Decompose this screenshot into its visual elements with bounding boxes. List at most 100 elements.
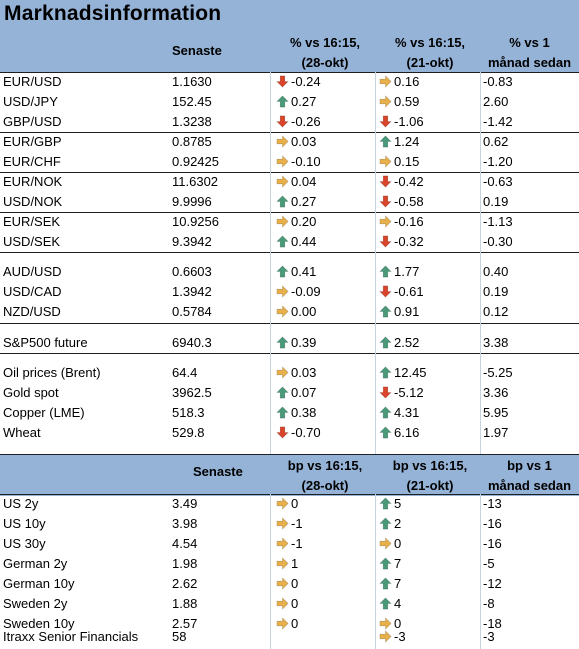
row-senaste: 0.6603 bbox=[172, 262, 212, 282]
bond-header-col-a-line1: bp vs 16:15, bbox=[287, 458, 363, 473]
row-label-value: Gold spot bbox=[3, 385, 59, 400]
row-change-a: 0.38 bbox=[276, 403, 316, 423]
row-senaste-value: 0.92425 bbox=[172, 154, 219, 169]
row-senaste: 1.3942 bbox=[172, 282, 212, 302]
row-senaste-value: 152.45 bbox=[172, 94, 212, 109]
row-change-a: 0.41 bbox=[276, 262, 316, 282]
row-senaste: 64.4 bbox=[172, 363, 197, 383]
row-change-b-value: 2.52 bbox=[394, 335, 420, 350]
arrow-up-icon bbox=[379, 305, 392, 318]
arrow-down-icon bbox=[276, 115, 289, 128]
row-label-value: USD/CAD bbox=[3, 284, 62, 299]
arrow-down-icon bbox=[276, 75, 289, 88]
arrow-up-icon bbox=[276, 336, 289, 349]
row-label-value: Copper (LME) bbox=[3, 405, 85, 420]
row-label-value: Wheat bbox=[3, 425, 41, 440]
row-change-b: 0.91 bbox=[379, 302, 419, 322]
row-senaste: 1.1630 bbox=[172, 72, 212, 92]
fx-header-senaste: Senaste bbox=[172, 43, 222, 58]
table-row: EUR/CHF 0.92425 -0.10 0.15 -1.20 bbox=[0, 152, 579, 172]
row-senaste: 1.98 bbox=[172, 554, 197, 574]
row-senaste: 1.88 bbox=[172, 594, 197, 614]
row-label-value: German 2y bbox=[3, 556, 68, 571]
row-change-a-value: 0.07 bbox=[291, 385, 317, 400]
arrow-right-icon bbox=[276, 517, 289, 530]
row-label: Itraxx Senior Financials bbox=[3, 627, 138, 647]
row-label-value: EUR/SEK bbox=[3, 214, 61, 229]
table-row: Copper (LME) 518.3 0.38 4.31 5.95 bbox=[0, 403, 579, 423]
row-label: Gold spot bbox=[3, 383, 59, 403]
row-senaste: 3962.5 bbox=[172, 383, 212, 403]
row-change-month: -0.83 bbox=[483, 72, 513, 92]
row-change-month: -1.13 bbox=[483, 212, 513, 232]
row-change-month-value: 0.62 bbox=[483, 134, 509, 149]
row-change-b-value: 0 bbox=[394, 536, 402, 551]
row-change-month-value: 0.19 bbox=[483, 194, 509, 209]
row-senaste-value: 9.3942 bbox=[172, 234, 212, 249]
row-label: USD/NOK bbox=[3, 192, 62, 212]
row-change-b-value: -0.16 bbox=[394, 214, 424, 229]
arrow-up-icon bbox=[276, 235, 289, 248]
arrow-right-icon bbox=[379, 537, 392, 550]
row-senaste: 58 bbox=[172, 627, 186, 647]
row-label: Wheat bbox=[3, 423, 41, 443]
row-change-a-value: -0.24 bbox=[291, 74, 321, 89]
row-change-a-value: 0 bbox=[291, 616, 299, 631]
row-change-month-value: -0.63 bbox=[483, 174, 513, 189]
row-change-b: 12.45 bbox=[379, 363, 427, 383]
row-change-b-value: 4.31 bbox=[394, 405, 420, 420]
arrow-down-icon bbox=[379, 175, 392, 188]
row-divider bbox=[0, 132, 579, 133]
arrow-up-icon bbox=[379, 426, 392, 439]
row-change-a: 0.07 bbox=[276, 383, 316, 403]
row-change-a-value: 0.03 bbox=[291, 365, 317, 380]
row-label: AUD/USD bbox=[3, 262, 62, 282]
row-change-a-value: 0.27 bbox=[291, 194, 317, 209]
row-change-a: 0.39 bbox=[276, 333, 316, 353]
bond-header-col-c: bp vs 1 månad sedan bbox=[480, 456, 579, 496]
row-senaste: 0.5784 bbox=[172, 302, 212, 322]
row-change-a-value: -1 bbox=[291, 536, 303, 551]
row-change-b-value: -0.61 bbox=[394, 284, 424, 299]
row-change-month: -12 bbox=[483, 574, 502, 594]
row-change-b: 5 bbox=[379, 494, 401, 514]
row-label-value: Oil prices (Brent) bbox=[3, 365, 101, 380]
row-change-month-value: -1.42 bbox=[483, 114, 513, 129]
row-label: Sweden 2y bbox=[3, 594, 67, 614]
arrow-right-icon bbox=[379, 75, 392, 88]
column-divider bbox=[270, 72, 271, 454]
row-label-value: US 10y bbox=[3, 516, 46, 531]
row-change-month-value: -5.25 bbox=[483, 365, 513, 380]
row-senaste-value: 64.4 bbox=[172, 365, 198, 380]
row-label: S&P500 future bbox=[3, 333, 88, 353]
row-senaste-value: 2.62 bbox=[172, 576, 198, 591]
row-change-a-value: 0 bbox=[291, 596, 299, 611]
row-change-a: -0.24 bbox=[276, 72, 321, 92]
row-change-b-value: 0.16 bbox=[394, 74, 420, 89]
row-change-month: -1.42 bbox=[483, 112, 513, 132]
row-change-month-value: 3.38 bbox=[483, 335, 509, 350]
row-label: NZD/USD bbox=[3, 302, 61, 322]
row-label-value: USD/SEK bbox=[3, 234, 61, 249]
arrow-down-icon bbox=[379, 285, 392, 298]
row-senaste-value: 6940.3 bbox=[172, 335, 212, 350]
row-senaste-value: 10.9256 bbox=[172, 214, 219, 229]
row-change-month: -5 bbox=[483, 554, 495, 574]
row-change-a: 0 bbox=[276, 594, 298, 614]
row-change-a: -0.10 bbox=[276, 152, 321, 172]
row-change-b-value: 1.24 bbox=[394, 134, 420, 149]
row-senaste: 152.45 bbox=[172, 92, 212, 112]
row-label: Oil prices (Brent) bbox=[3, 363, 101, 383]
arrow-right-icon bbox=[276, 557, 289, 570]
bond-header-col-b: bp vs 16:15, (21-okt) bbox=[375, 456, 485, 496]
row-change-a-value: -1 bbox=[291, 516, 303, 531]
table-row: USD/JPY 152.45 0.27 0.59 2.60 bbox=[0, 92, 579, 112]
row-change-a-value: 0.20 bbox=[291, 214, 317, 229]
row-label: Copper (LME) bbox=[3, 403, 85, 423]
fx-header-col-c: % vs 1 månad sedan bbox=[480, 33, 579, 73]
row-change-month-value: 2.60 bbox=[483, 94, 509, 109]
row-senaste: 3.49 bbox=[172, 494, 197, 514]
row-change-a: 0 bbox=[276, 614, 298, 634]
table-row: EUR/GBP 0.8785 0.03 1.24 0.62 bbox=[0, 132, 579, 152]
row-change-month: 0.62 bbox=[483, 132, 508, 152]
